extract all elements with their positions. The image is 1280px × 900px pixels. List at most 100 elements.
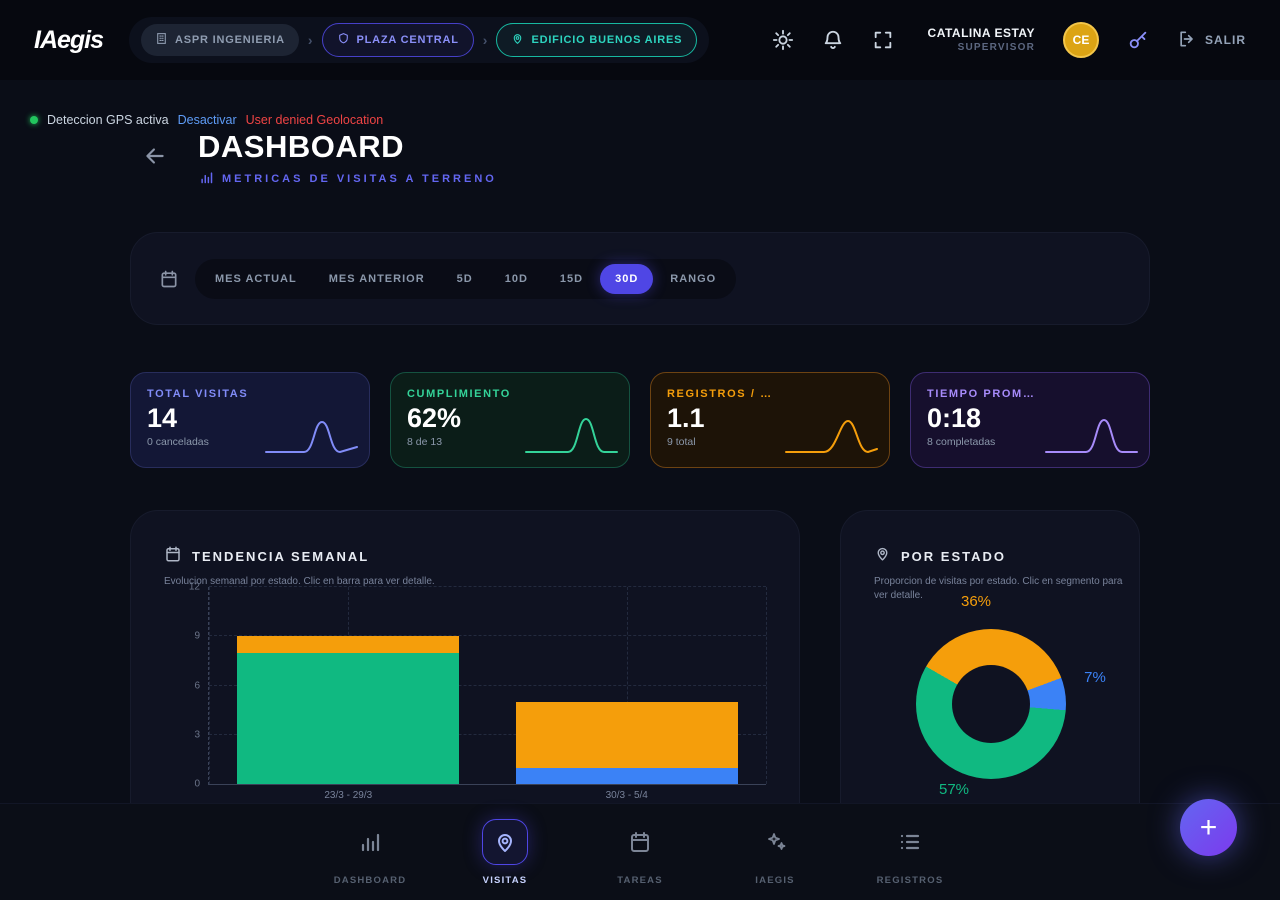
breadcrumb-building-label: EDIFICIO BUENOS AIRES: [531, 34, 683, 46]
theme-sun-icon[interactable]: [772, 29, 794, 51]
filter-option-mes-actual[interactable]: MES ACTUAL: [200, 264, 312, 294]
sparkline-icon: [785, 419, 878, 454]
user-name: CATALINA ESTAY: [927, 26, 1035, 41]
header: IAegis ASPR INGENIERIA › PLAZA CENTRAL ›: [0, 0, 1280, 80]
stat-card-4[interactable]: TIEMPO PROM… 0:18 8 completadas: [910, 372, 1150, 468]
breadcrumb-site-label: PLAZA CENTRAL: [356, 34, 459, 46]
filter-option-10d[interactable]: 10D: [490, 264, 543, 294]
back-arrow-icon[interactable]: [142, 143, 168, 172]
stat-value: 0:18: [927, 403, 982, 433]
stat-value: 1.1: [667, 403, 705, 433]
gps-status-bar: Deteccion GPS activa Desactivar User den…: [30, 113, 383, 127]
breadcrumb-building[interactable]: EDIFICIO BUENOS AIRES: [496, 23, 698, 57]
calendar-icon: [159, 269, 179, 289]
filter-option-30d[interactable]: 30D: [600, 263, 654, 294]
stats-row: TOTAL VISITAS 14 0 canceladas CUMPLIMIEN…: [130, 372, 1150, 468]
y-tick-label: 0: [194, 778, 200, 790]
stat-value: 14: [147, 403, 178, 433]
logout-label: SALIR: [1205, 33, 1246, 47]
stat-card-2[interactable]: CUMPLIMIENTO 62% 8 de 13: [390, 372, 630, 468]
logout-icon: [1177, 29, 1197, 52]
calendar-icon: [617, 819, 663, 865]
stat-sub: 9 total: [667, 436, 696, 448]
stat-label: CUMPLIMIENTO: [407, 388, 511, 400]
sparkline-icon: [1045, 418, 1138, 453]
pin-icon: [482, 819, 528, 865]
bar-series: [209, 587, 766, 784]
chevron-right-icon: ›: [307, 32, 313, 48]
trend-subtitle: Evolucion semanal por estado. Clic en ba…: [164, 576, 435, 587]
add-fab-button[interactable]: +: [1180, 799, 1237, 856]
y-tick-label: 6: [194, 680, 200, 691]
gps-active-dot: [30, 116, 38, 124]
shield-icon: [337, 32, 350, 48]
nav-item-tareas[interactable]: TAREAS: [590, 804, 690, 900]
trend-header: TENDENCIA SEMANAL: [164, 545, 369, 568]
chevron-right-icon: ›: [482, 32, 488, 48]
y-tick-label: 9: [194, 630, 200, 642]
nav-label: REGISTROS: [876, 875, 944, 886]
page-title: DASHBOARD: [198, 129, 404, 164]
stat-sub: 8 completadas: [927, 436, 996, 448]
bar-x-labels: 23/3 - 29/3 30/3 - 5/4: [209, 790, 766, 801]
gps-error-text: User denied Geolocation: [245, 113, 384, 127]
avatar[interactable]: CE: [1063, 22, 1099, 58]
stat-label: TOTAL VISITAS: [147, 388, 249, 400]
gps-disable-link[interactable]: Desactivar: [177, 113, 237, 127]
filter-options: MES ACTUAL MES ANTERIOR 5D 10D 15D 30D RANGO: [195, 258, 737, 299]
stat-sub: 0 canceladas: [147, 436, 209, 448]
logout-button[interactable]: SALIR: [1177, 29, 1246, 52]
nav-item-visitas[interactable]: VISITAS: [455, 804, 555, 900]
breadcrumb-company[interactable]: ASPR INGENIERIA: [141, 24, 299, 56]
nav-label: TAREAS: [617, 875, 663, 886]
stat-card-1[interactable]: TOTAL VISITAS 14 0 canceladas: [130, 372, 370, 468]
gps-status-text: Deteccion GPS activa: [47, 113, 169, 127]
bar-stack[interactable]: [237, 587, 460, 784]
key-icon[interactable]: [1127, 29, 1149, 51]
nav-label: IAEGIS: [755, 875, 795, 886]
y-tick-label: 12: [188, 581, 200, 593]
user-info: CATALINA ESTAY SUPERVISOR: [928, 25, 1035, 55]
donut-label-green: 57%: [938, 781, 970, 798]
filter-option-rango[interactable]: RANGO: [655, 264, 731, 294]
trend-title: TENDENCIA SEMANAL: [192, 549, 370, 564]
x-tick-label: 30/3 - 5/4: [605, 790, 648, 801]
estado-title: POR ESTADO: [901, 548, 1006, 564]
nav-label: VISITAS: [482, 875, 528, 886]
donut-label-blue: 7%: [1084, 669, 1106, 686]
filter-option-mes-anterior[interactable]: MES ANTERIOR: [314, 264, 440, 294]
breadcrumb-site[interactable]: PLAZA CENTRAL: [321, 23, 474, 57]
nav-label: DASHBOARD: [333, 875, 407, 886]
donut-hole: [952, 665, 1030, 743]
header-actions: CATALINA ESTAY SUPERVISOR CE SALIR: [772, 22, 1246, 58]
page-subtitle-label: METRICAS DE VISITAS A TERRENO: [222, 173, 497, 185]
list-icon: [887, 819, 933, 865]
x-tick-label: 23/3 - 29/3: [324, 790, 373, 801]
breadcrumb: ASPR INGENIERIA › PLAZA CENTRAL › EDIFIC…: [129, 17, 710, 63]
app-logo: IAegis: [34, 25, 104, 54]
estado-subtitle: Proporcion de visitas por estado. Clic e…: [874, 576, 1123, 601]
pin-icon: [874, 545, 891, 567]
estado-header: POR ESTADO: [874, 545, 1006, 567]
pin-icon: [511, 32, 524, 48]
bar-stack[interactable]: [515, 587, 738, 784]
nav-item-iaegis[interactable]: IAEGIS: [725, 804, 825, 900]
filter-panel: MES ACTUAL MES ANTERIOR 5D 10D 15D 30D RANGO: [130, 232, 1150, 325]
filter-option-5d[interactable]: 5D: [442, 264, 488, 294]
sparkline-icon: [525, 417, 618, 453]
fullscreen-icon[interactable]: [872, 29, 894, 51]
page-subtitle: METRICAS DE VISITAS A TERRENO: [199, 170, 497, 188]
bell-icon[interactable]: [822, 29, 844, 51]
bar-chart-icon: [347, 819, 393, 865]
stat-label: REGISTROS / …: [667, 388, 773, 400]
stat-label: TIEMPO PROM…: [927, 388, 1036, 400]
building-icon: [155, 32, 168, 48]
nav-item-registros[interactable]: REGISTROS: [860, 804, 960, 900]
stat-card-3[interactable]: REGISTROS / … 1.1 9 total: [650, 372, 890, 468]
nav-item-dashboard[interactable]: DASHBOARD: [320, 804, 420, 900]
filter-option-15d[interactable]: 15D: [545, 264, 598, 294]
bar-plot: 0 3 6 9 12 23/3 - 29/3 30/3 - 5/4: [189, 582, 767, 801]
bar-chart-icon: [199, 170, 214, 188]
stat-sub: 8 de 13: [407, 436, 443, 448]
